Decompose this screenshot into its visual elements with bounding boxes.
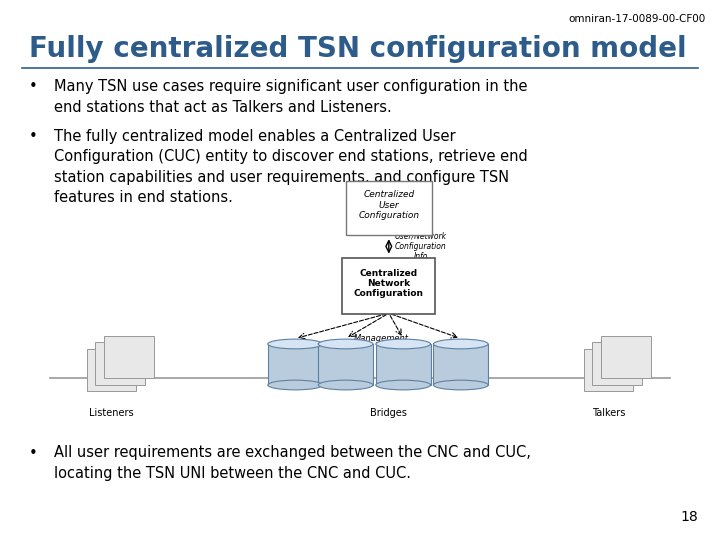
- Text: •: •: [29, 446, 37, 461]
- FancyBboxPatch shape: [601, 335, 651, 378]
- Text: Centralized
Network
Configuration: Centralized Network Configuration: [354, 268, 424, 299]
- FancyBboxPatch shape: [593, 342, 642, 384]
- Text: Many TSN use cases require significant user configuration in the: Many TSN use cases require significant u…: [54, 79, 528, 94]
- Text: omniran-17-0089-00-CF00: omniran-17-0089-00-CF00: [568, 14, 706, 24]
- Ellipse shape: [376, 339, 431, 349]
- Text: •: •: [29, 129, 37, 144]
- Text: •: •: [29, 79, 37, 94]
- FancyBboxPatch shape: [86, 349, 137, 391]
- Text: Fully centralized TSN configuration model: Fully centralized TSN configuration mode…: [29, 35, 686, 63]
- Text: end stations that act as Talkers and Listeners.: end stations that act as Talkers and Lis…: [54, 100, 392, 115]
- FancyBboxPatch shape: [104, 335, 154, 378]
- Ellipse shape: [318, 339, 373, 349]
- Text: station capabilities and user requirements, and configure TSN: station capabilities and user requiremen…: [54, 170, 509, 185]
- Text: User/Network
Configuration
Info: User/Network Configuration Info: [395, 232, 446, 261]
- Text: Centralized
User
Configuration: Centralized User Configuration: [359, 190, 419, 220]
- Text: Talkers: Talkers: [592, 408, 625, 418]
- Text: Listeners: Listeners: [89, 408, 134, 418]
- Text: All user requirements are exchanged between the CNC and CUC,: All user requirements are exchanged betw…: [54, 446, 531, 461]
- Ellipse shape: [318, 380, 373, 390]
- Text: The fully centralized model enables a Centralized User: The fully centralized model enables a Ce…: [54, 129, 456, 144]
- FancyBboxPatch shape: [376, 344, 431, 385]
- FancyBboxPatch shape: [346, 181, 432, 234]
- Text: 18: 18: [680, 510, 698, 524]
- FancyBboxPatch shape: [268, 344, 323, 385]
- Ellipse shape: [268, 339, 323, 349]
- Ellipse shape: [268, 380, 323, 390]
- Text: Configuration (CUC) entity to discover end stations, retrieve end: Configuration (CUC) entity to discover e…: [54, 149, 528, 164]
- Text: locating the TSN UNI between the CNC and CUC.: locating the TSN UNI between the CNC and…: [54, 466, 411, 481]
- Ellipse shape: [433, 380, 488, 390]
- Text: Management: Management: [354, 334, 409, 343]
- FancyBboxPatch shape: [318, 344, 373, 385]
- FancyBboxPatch shape: [433, 344, 488, 385]
- FancyBboxPatch shape: [583, 349, 634, 391]
- FancyBboxPatch shape: [343, 258, 435, 314]
- Ellipse shape: [433, 339, 488, 349]
- Text: features in end stations.: features in end stations.: [54, 190, 233, 205]
- Ellipse shape: [376, 380, 431, 390]
- FancyBboxPatch shape: [95, 342, 145, 384]
- Text: Bridges: Bridges: [370, 408, 408, 418]
